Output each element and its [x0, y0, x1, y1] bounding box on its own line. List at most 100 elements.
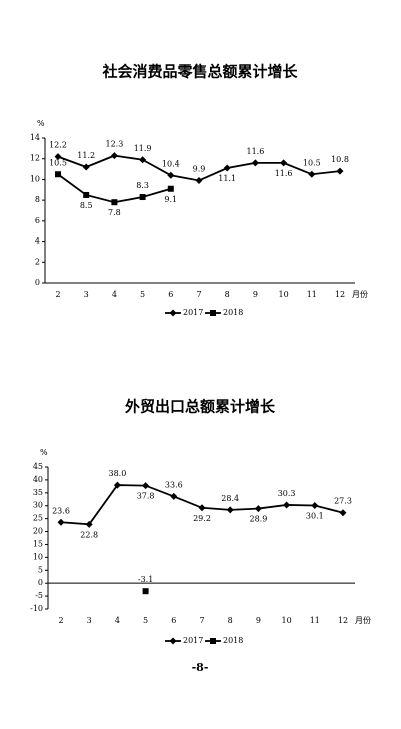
y-tick-label: 15	[33, 539, 43, 548]
data-label: 10.4	[162, 159, 180, 168]
x-tick-label: 4	[112, 290, 117, 299]
data-label: 23.6	[52, 506, 70, 515]
marker-diamond	[280, 159, 288, 167]
x-tick-label: 12	[338, 616, 348, 625]
data-label: 12.2	[49, 141, 67, 150]
y-tick-label: -5	[35, 591, 43, 600]
series-line	[57, 173, 172, 204]
marker-diamond	[54, 153, 62, 161]
data-label: 10.8	[331, 155, 349, 164]
marker-diamond	[110, 152, 118, 160]
marker-square	[139, 194, 146, 201]
data-label: 11.6	[246, 147, 264, 156]
data-label: 7.8	[108, 208, 121, 217]
x-tick-label: 8	[225, 290, 230, 299]
data-label: 10.5	[303, 158, 321, 167]
x-tick-label: 5	[143, 616, 148, 625]
legend-label: 2018	[223, 308, 243, 317]
data-label: -3.1	[138, 575, 153, 584]
data-label: 27.3	[334, 497, 352, 506]
data-label: 11.2	[77, 151, 95, 160]
marker-diamond	[142, 482, 150, 490]
page-number: -8-	[192, 661, 209, 674]
marker-diamond	[167, 171, 175, 179]
marker-diamond	[195, 176, 203, 184]
y-tick-label: 20	[33, 527, 43, 536]
y-tick-label: 35	[33, 488, 43, 497]
x-tick-label: 8	[228, 616, 233, 625]
marker-square	[142, 588, 149, 595]
y-tick-label: 0	[38, 578, 43, 587]
x-tick-label: 12	[335, 290, 345, 299]
marker-diamond	[283, 501, 291, 509]
x-tick-label: 9	[253, 290, 258, 299]
y-tick-label: 8	[35, 195, 40, 204]
legend-label: 2017	[183, 308, 203, 317]
x-tick-label: 11	[307, 290, 317, 299]
marker-square	[83, 191, 90, 198]
data-label: 37.8	[137, 492, 155, 501]
data-label: 28.9	[249, 515, 267, 524]
y-tick-label: 45	[33, 462, 43, 471]
data-label: 8.3	[136, 181, 149, 190]
marker-diamond	[170, 492, 178, 500]
x-tick-label: 11	[310, 616, 320, 625]
data-label: 11.1	[218, 174, 236, 183]
x-tick-label: 10	[279, 290, 289, 299]
marker-diamond	[251, 159, 259, 167]
data-label: 28.4	[221, 494, 239, 503]
marker-diamond	[308, 170, 316, 178]
x-tick-label: 7	[199, 616, 204, 625]
y-axis-unit: %	[40, 448, 48, 457]
y-axis-unit: %	[37, 119, 45, 128]
data-label: 38.0	[108, 469, 126, 478]
y-tick-label: 30	[33, 501, 43, 510]
marker-diamond	[57, 518, 65, 526]
data-label: 9.1	[164, 195, 177, 204]
marker-diamond	[223, 164, 231, 172]
marker-diamond	[339, 509, 347, 517]
data-label: 29.2	[193, 514, 211, 523]
x-axis-label: 月份	[355, 615, 371, 625]
x-tick-label: 5	[140, 290, 145, 299]
data-label: 9.9	[193, 164, 206, 173]
x-tick-label: 2	[58, 616, 63, 625]
x-tick-label: 4	[115, 616, 120, 625]
y-tick-label: 12	[30, 154, 40, 163]
y-tick-label: 10	[30, 174, 40, 183]
marker-diamond	[198, 504, 206, 512]
x-tick-label: 3	[84, 290, 89, 299]
data-label: 33.6	[165, 480, 183, 489]
y-tick-label: 25	[33, 514, 43, 523]
y-tick-label: 2	[35, 257, 40, 266]
data-label: 11.6	[275, 169, 293, 178]
marker-square	[111, 199, 118, 206]
marker-square	[167, 185, 174, 192]
x-axis-label: 月份	[352, 289, 368, 299]
marker-diamond	[336, 167, 344, 175]
x-tick-label: 3	[87, 616, 92, 625]
x-tick-label: 10	[282, 616, 292, 625]
y-tick-label: 10	[33, 552, 43, 561]
legend-marker	[210, 310, 216, 316]
legend-marker	[210, 638, 216, 644]
data-label: 12.3	[105, 140, 123, 149]
y-tick-label: 4	[35, 237, 40, 246]
marker-diamond	[113, 481, 121, 489]
marker-diamond	[85, 520, 93, 528]
marker-diamond	[311, 501, 319, 509]
data-label: 30.3	[278, 489, 296, 498]
marker-diamond	[139, 156, 147, 164]
legend-label: 2017	[183, 636, 203, 645]
marker-square	[55, 171, 61, 178]
y-tick-label: 6	[35, 216, 40, 225]
chart-title: 社会消费品零售总额累计增长	[101, 63, 298, 81]
legend-marker	[169, 637, 177, 645]
y-tick-label: 40	[33, 475, 43, 484]
data-label: 11.9	[134, 144, 152, 153]
data-label: 10.5	[49, 158, 67, 167]
data-label: 22.8	[80, 530, 98, 539]
chart-title: 外贸出口总额累计增长	[124, 398, 276, 416]
